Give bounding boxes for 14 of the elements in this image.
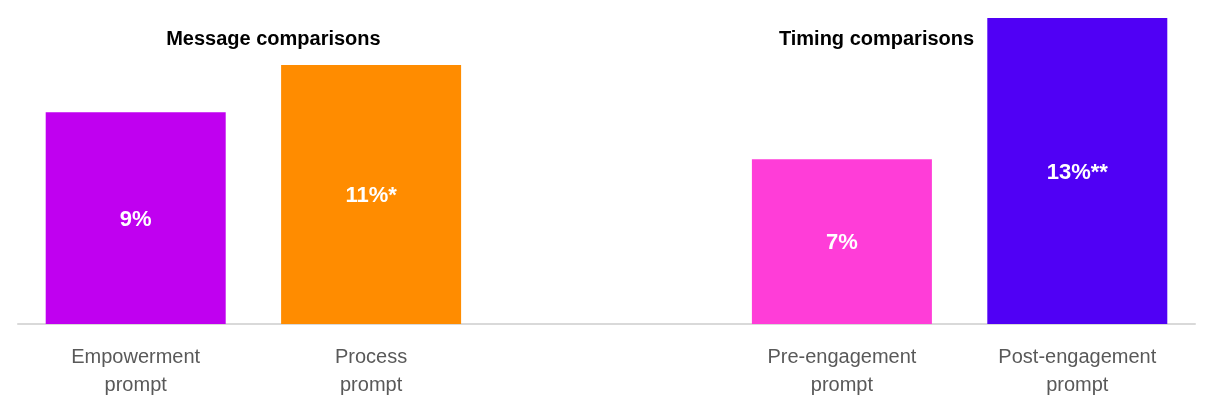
data-label: 13%** — [1046, 158, 1109, 184]
bar — [45, 112, 226, 324]
annotation: Timing comparisons — [778, 27, 975, 49]
bar — [281, 65, 462, 324]
x-tick-label: Empowerment prompt — [71, 345, 201, 395]
x-tick-label: Pre-engagement prompt — [767, 345, 917, 395]
annotation: Message comparisons — [166, 27, 381, 49]
data-label: 9% — [119, 205, 152, 231]
x-tick-label: Process prompt — [334, 345, 408, 395]
data-label: 7% — [826, 229, 858, 255]
data-label: 11%* — [345, 182, 398, 208]
bar — [751, 159, 932, 324]
bar — [987, 18, 1168, 324]
x-tick-label: Post-engagement prompt — [998, 345, 1157, 395]
